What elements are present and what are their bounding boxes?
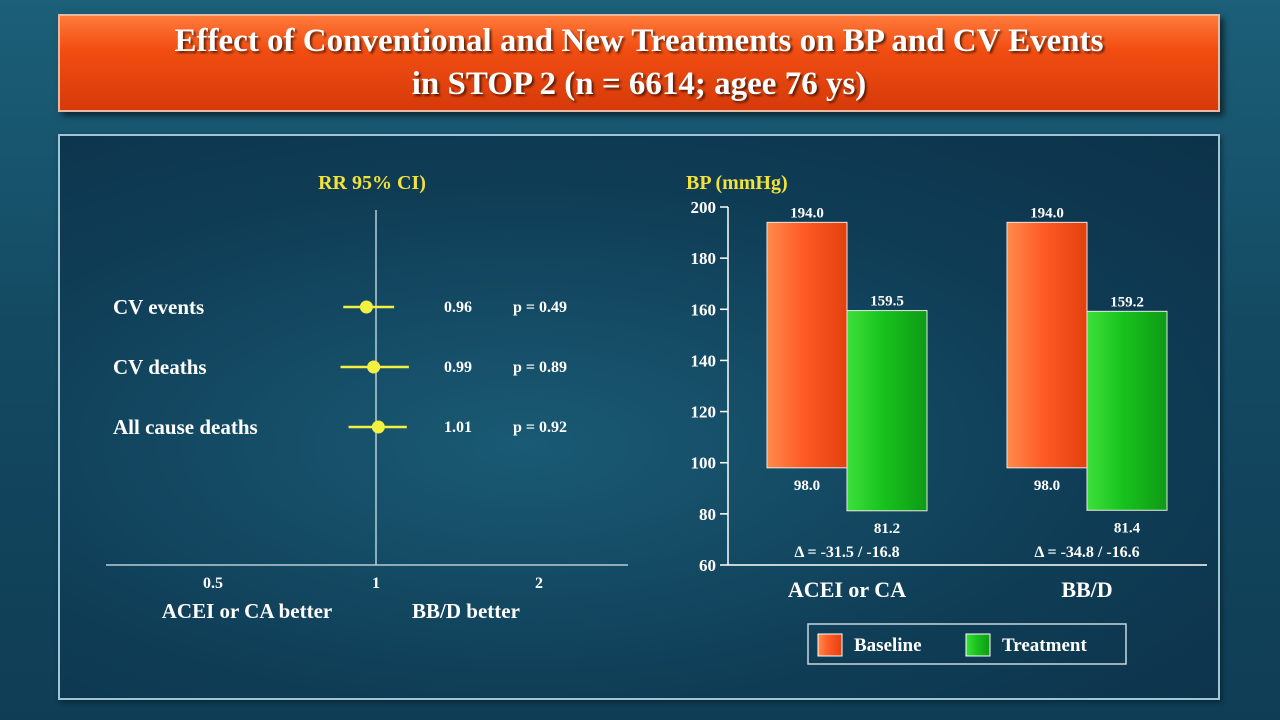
slide-title-line-2: in STOP 2 (n = 6614; agee 76 ys) <box>411 66 867 102</box>
forest-plot: RR 95% CI) 0.5 1 2 ACEI or CA better BB/D … <box>106 172 628 623</box>
legend-label-baseline: Baseline <box>854 635 922 656</box>
forest-rr-value: 0.96 <box>444 299 472 316</box>
bp-bar-chart: BP (mmHg) 60 80 100 120 140 160 180 200 194.0 98… <box>686 172 1207 665</box>
forest-left-label: ACEI or CA better <box>162 599 333 623</box>
forest-row-label: All cause deaths <box>113 415 258 439</box>
forest-row-label: CV events <box>113 295 204 319</box>
bar-systolic-label: 159.2 <box>1110 294 1144 310</box>
forest-x-tick-label: 1 <box>372 575 380 592</box>
bar-systolic-label: 194.0 <box>1030 205 1064 221</box>
bar-baseline <box>766 221 848 469</box>
bar-treatment <box>1086 310 1168 511</box>
forest-plot-title: RR 95% CI) <box>318 172 426 194</box>
title-banner: Effect of Conventional and New Treatment… <box>58 14 1220 112</box>
forest-row-label: CV deaths <box>113 355 207 379</box>
slide-title-line-1: Effect of Conventional and New Treatment… <box>174 23 1104 59</box>
forest-p-value: p = 0.92 <box>513 419 567 436</box>
forest-right-label: BB/D better <box>412 599 520 623</box>
bar-baseline <box>1006 221 1088 469</box>
forest-p-value: p = 0.49 <box>513 299 567 316</box>
forest-x-tick-label: 0.5 <box>203 575 223 592</box>
legend: Baseline Treatment <box>807 623 1127 665</box>
bar-y-tick-label: 60 <box>699 556 716 575</box>
bar-y-tick-label: 120 <box>691 403 717 422</box>
forest-x-tick-label: 2 <box>535 575 543 592</box>
forest-point <box>367 360 381 374</box>
forest-rr-value: 1.01 <box>444 419 472 436</box>
forest-point <box>371 420 385 434</box>
bar-diastolic-label: 98.0 <box>1034 478 1060 494</box>
bar-diastolic-label: 81.4 <box>1114 520 1141 536</box>
bar-y-tick-label: 80 <box>699 505 716 524</box>
bar-systolic-label: 194.0 <box>790 205 824 221</box>
bar-y-tick-label: 100 <box>691 454 717 473</box>
legend-label-treatment: Treatment <box>1002 635 1087 656</box>
bar-systolic-label: 159.5 <box>870 294 904 310</box>
bar-y-tick-label: 180 <box>691 249 717 268</box>
bar-category-label: BB/D <box>1061 577 1112 602</box>
legend-swatch-treatment <box>965 633 991 657</box>
legend-box <box>807 623 1127 665</box>
bar-delta-label: Δ = -31.5 / -16.8 <box>794 544 899 561</box>
bar-y-tick-label: 160 <box>691 300 717 319</box>
bar-y-axis-label: BP (mmHg) <box>686 172 788 194</box>
bar-diastolic-label: 81.2 <box>874 521 900 537</box>
bar-treatment <box>846 310 928 512</box>
legend-swatch-baseline <box>817 633 843 657</box>
forest-p-value: p = 0.89 <box>513 359 567 376</box>
bar-y-tick-label: 200 <box>691 198 717 217</box>
bar-delta-label: Δ = -34.8 / -16.6 <box>1034 544 1139 561</box>
bar-y-tick-label: 140 <box>691 351 717 370</box>
bar-category-label: ACEI or CA <box>788 577 906 602</box>
bar-diastolic-label: 98.0 <box>794 478 820 494</box>
forest-point <box>359 300 373 314</box>
forest-rr-value: 0.99 <box>444 359 472 376</box>
